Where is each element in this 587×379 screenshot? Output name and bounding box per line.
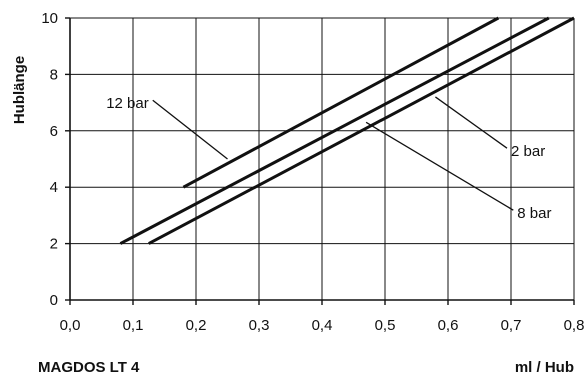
series-line-2-bar xyxy=(119,16,550,245)
x-tick-label: 0,1 xyxy=(123,317,144,334)
series-labels: 12 bar 2 bar 8 bar xyxy=(106,95,551,222)
x-tick-label: 0,5 xyxy=(375,317,396,334)
series-label-2-bar: 2 bar xyxy=(511,143,545,160)
chart-footer-label: MAGDOS LT 4 xyxy=(38,359,140,376)
leader-line-2-bar xyxy=(435,96,508,149)
x-tick-label: 0,8 xyxy=(564,317,585,334)
x-tick-label: 0,6 xyxy=(438,317,459,334)
leader-line-8-bar xyxy=(365,121,514,211)
axes xyxy=(65,17,575,305)
y-tick-label: 6 xyxy=(50,123,58,140)
series-lines xyxy=(119,16,575,245)
tick-labels: 0,0 0,1 0,2 0,3 0,4 0,5 0,6 0,7 0,8 0 2 4 6 8 10 xyxy=(41,10,584,334)
x-tick-label: 0,0 xyxy=(60,317,81,334)
y-axis-label: Hublänge xyxy=(11,56,28,124)
x-tick-label: 0,7 xyxy=(501,317,522,334)
y-tick-label: 4 xyxy=(50,179,58,196)
x-tick-label: 0,3 xyxy=(249,317,270,334)
series-label-8-bar: 8 bar xyxy=(517,205,551,222)
x-tick-label: 0,2 xyxy=(186,317,207,334)
series-line-12-bar xyxy=(182,16,500,189)
y-tick-label: 2 xyxy=(50,236,58,253)
x-tick-label: 0,4 xyxy=(312,317,333,334)
y-tick-label: 10 xyxy=(41,10,58,27)
series-line-8-bar xyxy=(148,16,575,245)
series-label-12-bar: 12 bar xyxy=(106,95,149,112)
grid xyxy=(69,17,575,301)
y-tick-label: 0 xyxy=(50,292,58,309)
leader-line-12-bar xyxy=(152,99,228,160)
x-axis-label: ml / Hub xyxy=(515,359,574,376)
y-tick-label: 8 xyxy=(50,66,58,83)
